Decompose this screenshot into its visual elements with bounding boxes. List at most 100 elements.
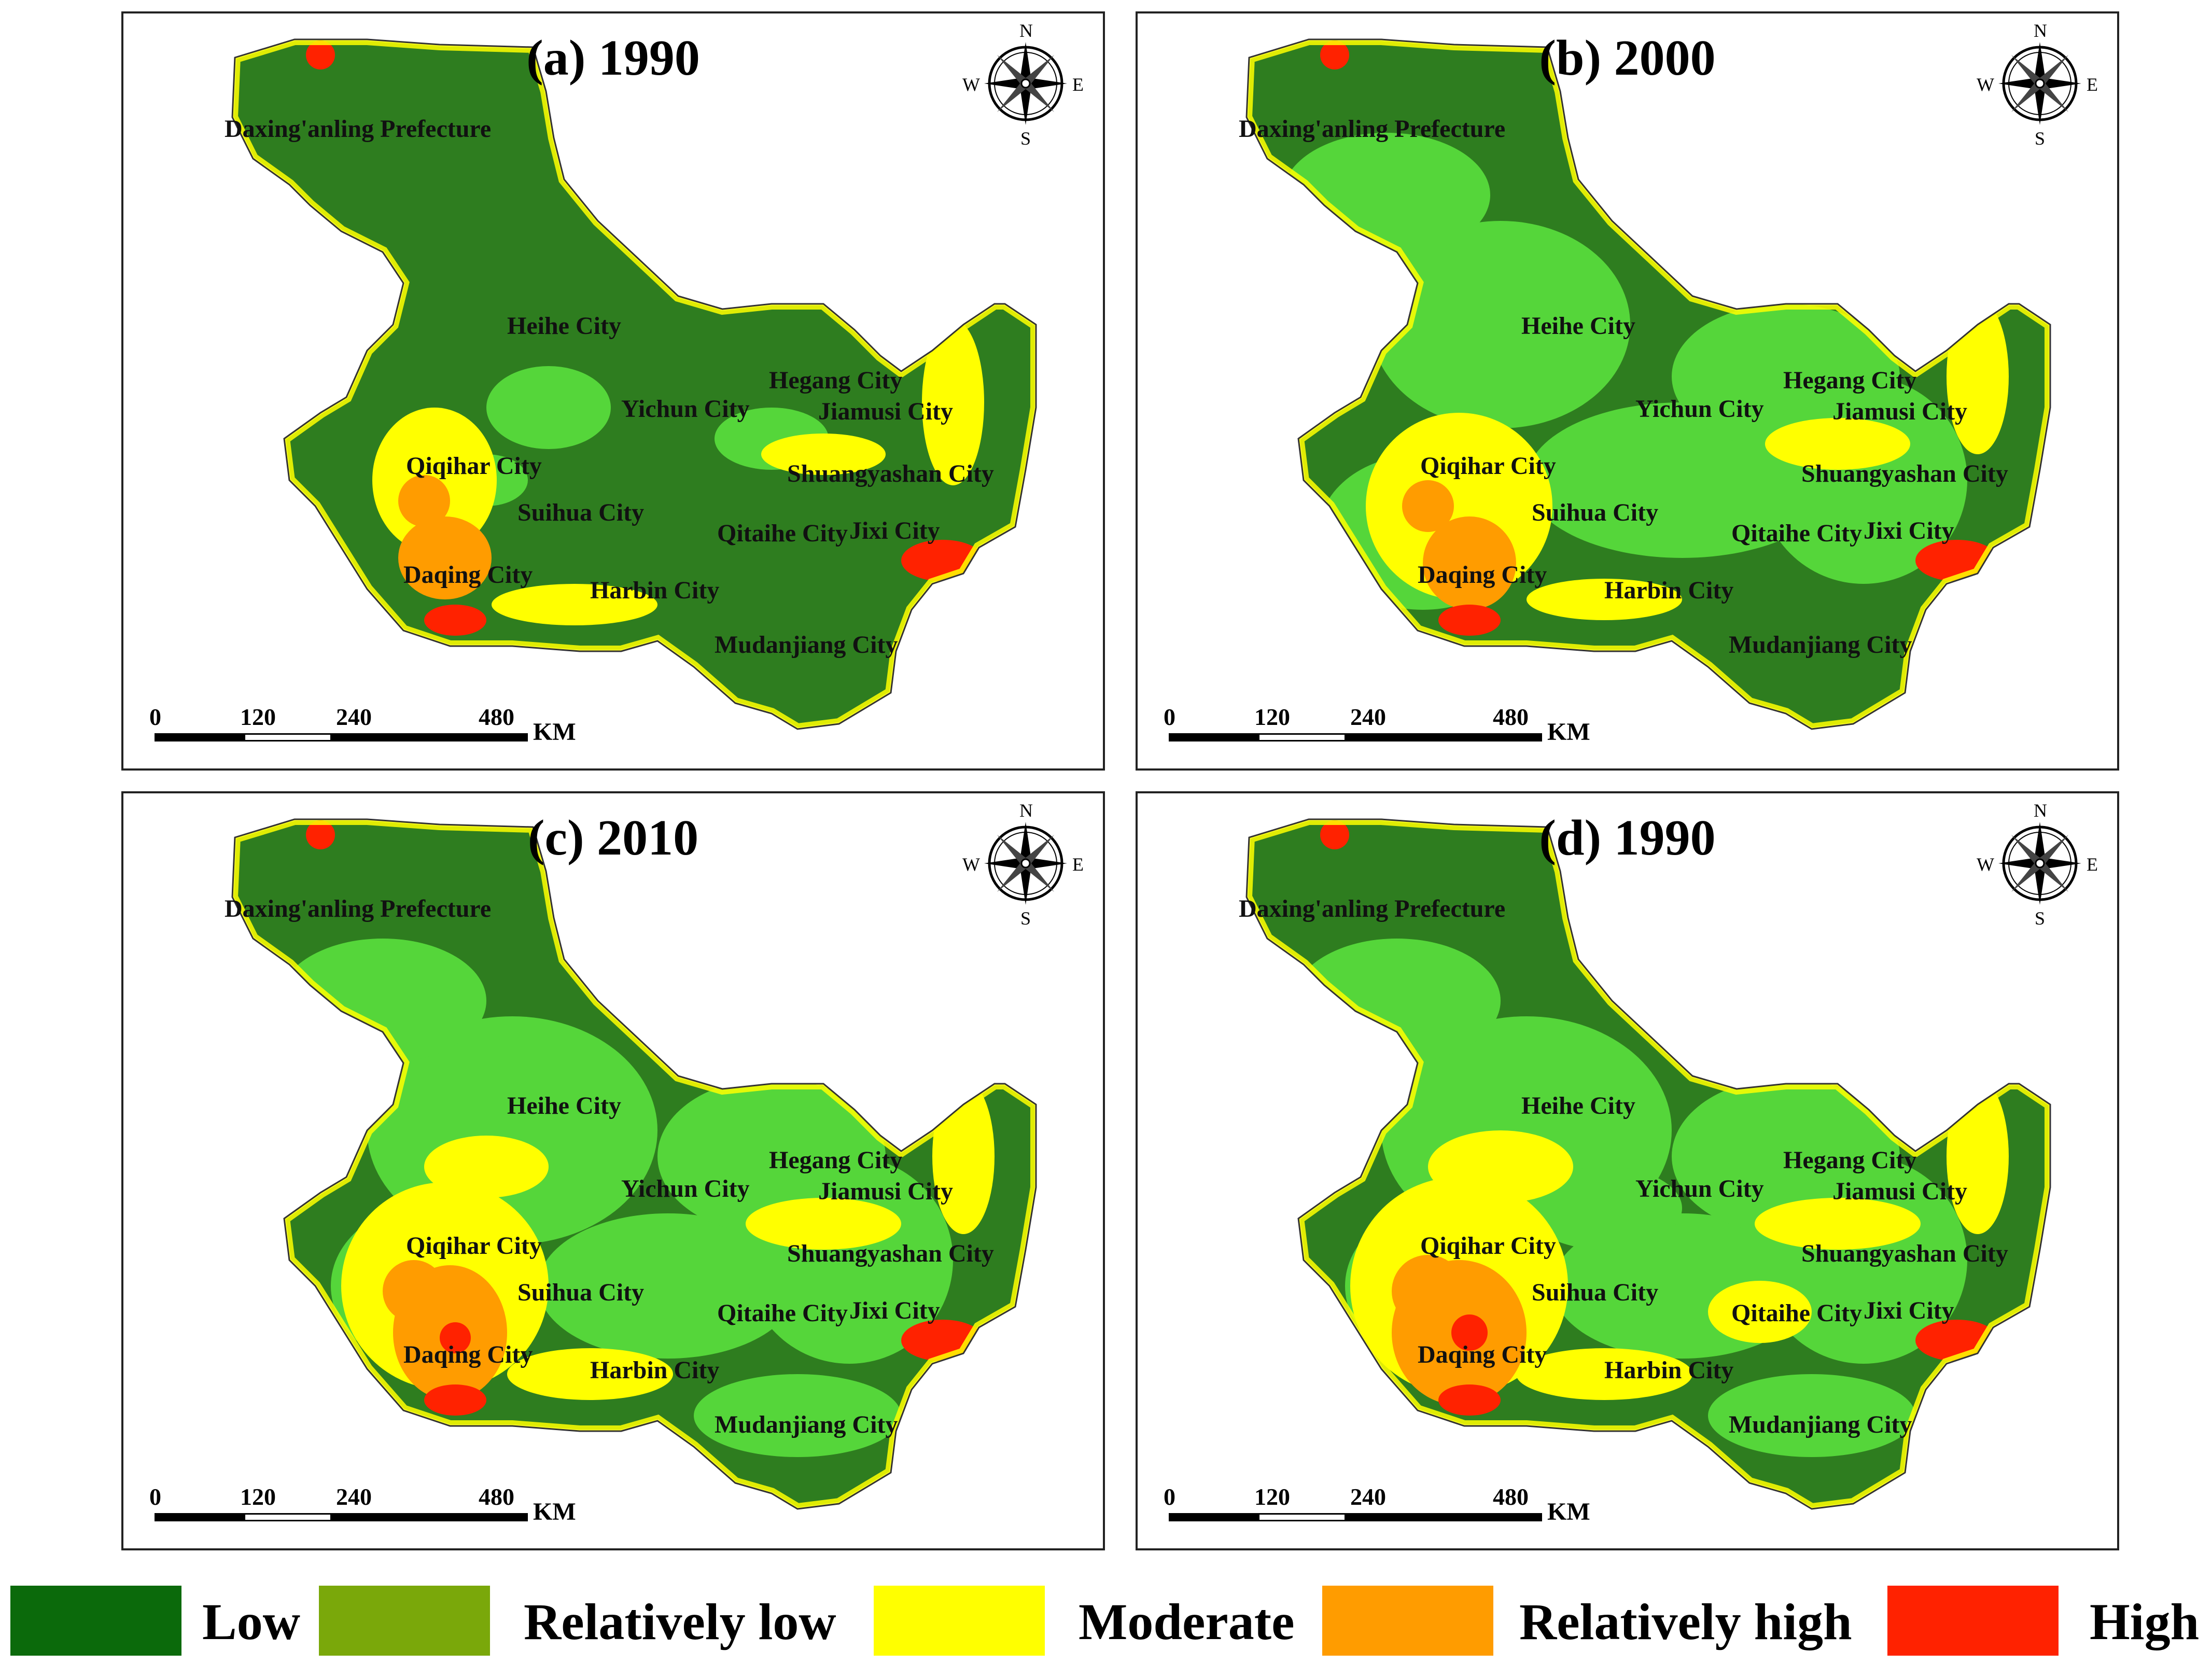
- city-label-qitaihe: Qitaihe City: [1731, 520, 1862, 547]
- city-label-mudanjiang: Mudanjiang City: [715, 1411, 898, 1438]
- city-label-yichun: Yichun City: [621, 1175, 750, 1202]
- zone-yellow-4: [1428, 1130, 1573, 1203]
- scale-segment-1: [1258, 1513, 1346, 1521]
- city-label-hegang: Hegang City: [1783, 367, 1917, 394]
- city-label-qiqihar: Qiqihar City: [406, 452, 542, 480]
- zone-orange-1: [383, 1260, 445, 1322]
- compass-w: W: [962, 854, 980, 875]
- scale-tick-t1: 120: [240, 704, 276, 730]
- panel-title: (c) 2010: [527, 810, 699, 866]
- scale-segment-0: [155, 733, 244, 741]
- compass-rose-icon: N S W E: [962, 20, 1084, 149]
- panel-title: (d) 1990: [1539, 810, 1716, 866]
- scale-segment-0: [1169, 733, 1258, 741]
- zone-red-2: [1438, 1384, 1501, 1416]
- scale-segment-0: [1169, 1513, 1258, 1521]
- compass-n: N: [2034, 800, 2047, 821]
- city-label-daqing: Daqing City: [403, 561, 533, 589]
- city-label-yichun: Yichun City: [1635, 1175, 1764, 1202]
- scale-unit: KM: [1547, 718, 1590, 746]
- zone-orange-0: [1423, 516, 1516, 610]
- zone-yellow-3: [922, 319, 984, 485]
- zone-orange-0: [398, 516, 492, 599]
- city-label-heihe: Heihe City: [1521, 312, 1635, 340]
- zone-yellow-4: [424, 1136, 549, 1198]
- compass-n: N: [1019, 800, 1033, 821]
- city-label-daqing: Daqing City: [403, 1341, 533, 1368]
- city-label-heihe: Heihe City: [507, 312, 621, 340]
- city-label-yichun: Yichun City: [621, 395, 750, 423]
- city-label-qiqihar: Qiqihar City: [1420, 1232, 1556, 1260]
- city-label-mudanjiang: Mudanjiang City: [1729, 1411, 1912, 1438]
- city-label-hegang: Hegang City: [1783, 1146, 1917, 1174]
- city-label-jixi: Jixi City: [849, 1297, 940, 1324]
- zone-red-0: [306, 820, 335, 849]
- scale-bar: 0 120 240 480 KM: [149, 703, 576, 750]
- zone-yellow-3: [932, 1079, 995, 1234]
- map-panel-a: (a) 1990 Daxing'anling Prefecture Heihe Ci…: [121, 11, 1105, 771]
- zone-red-0: [1320, 820, 1349, 849]
- compass-w: W: [1977, 74, 1994, 95]
- city-label-jixi: Jixi City: [1864, 1297, 1954, 1324]
- city-label-harbin: Harbin City: [590, 1356, 720, 1384]
- zone-yellow-1: [1527, 579, 1682, 620]
- city-label-shuangyashan: Shuangyashan City: [1801, 1240, 2008, 1267]
- zone-orange-1: [1392, 1255, 1464, 1327]
- city-label-qitaihe: Qitaihe City: [1731, 1299, 1862, 1327]
- zone-light-5: [1293, 939, 1501, 1063]
- scale-tick-t1: 120: [1254, 704, 1290, 730]
- zone-yellow-2: [746, 1198, 901, 1250]
- zone-light-0: [1371, 221, 1630, 428]
- zone-yellow-2: [1755, 1198, 1921, 1250]
- compass-e: E: [2087, 854, 2098, 875]
- zone-yellow-5: [1708, 1281, 1812, 1343]
- legend-label-high: High: [2090, 1593, 2200, 1650]
- scale-bar: 0 120 240 480 KM: [1164, 1483, 1590, 1530]
- scale-segment-0: [155, 1513, 244, 1521]
- city-label-jiamusi: Jiamusi City: [1832, 398, 1968, 425]
- map-panel-c: (c) 2010 Daxing'anling Prefecture Heihe Ci…: [121, 791, 1105, 1550]
- city-label-daqing: Daqing City: [1418, 561, 1547, 589]
- scale-tick-t3: 480: [1493, 1484, 1529, 1510]
- scale-segment-1: [244, 733, 332, 741]
- zone-light-5: [279, 939, 486, 1063]
- zone-red-2: [424, 1384, 486, 1416]
- city-label-shuangyashan: Shuangyashan City: [1801, 460, 2008, 487]
- scale-tick-t3: 480: [1493, 704, 1529, 730]
- compass-w: W: [962, 74, 980, 95]
- scale-segment-2: [332, 733, 528, 741]
- city-label-shuangyashan: Shuangyashan City: [787, 460, 994, 487]
- zone-yellow-2: [1765, 418, 1910, 470]
- zone-red-2: [424, 605, 486, 636]
- scale-tick-t0: 0: [149, 704, 161, 730]
- scale-tick-t2: 240: [336, 704, 372, 730]
- city-label-daxinganling: Daxing'anling Prefecture: [1239, 115, 1506, 143]
- panel-title: (a) 1990: [526, 30, 700, 86]
- compass-rose-icon: N S W E: [962, 800, 1084, 929]
- map-c: [230, 818, 1038, 1511]
- province-border: [231, 38, 1037, 730]
- city-label-qitaihe: Qitaihe City: [717, 1299, 848, 1327]
- scale-tick-t0: 0: [149, 1484, 161, 1510]
- zone-yellow-3: [1947, 1079, 2009, 1234]
- scale-unit: KM: [1547, 1498, 1590, 1526]
- scale-tick-t0: 0: [1164, 704, 1175, 730]
- scale-segment-2: [1346, 1513, 1542, 1521]
- scale-segment-2: [332, 1513, 528, 1521]
- legend-label-relatively-high: Relatively high: [1519, 1593, 1852, 1650]
- map-d: [1244, 818, 2052, 1511]
- legend-label-moderate: Moderate: [1079, 1593, 1295, 1650]
- map-a: [230, 38, 1038, 731]
- city-label-suihua: Suihua City: [517, 499, 645, 526]
- city-label-daxinganling: Daxing'anling Prefecture: [1239, 895, 1506, 922]
- zone-light-1: [538, 1213, 797, 1359]
- city-label-mudanjiang: Mudanjiang City: [1729, 631, 1912, 659]
- compass-rose-icon: N S W E: [1977, 800, 2098, 929]
- zone-red-0: [1320, 40, 1349, 69]
- legend-swatch-low: [10, 1586, 181, 1656]
- scale-tick-t3: 480: [479, 1484, 514, 1510]
- city-label-jixi: Jixi City: [849, 517, 940, 544]
- compass-e: E: [1072, 74, 1084, 95]
- city-label-suihua: Suihua City: [1532, 1279, 1659, 1306]
- legend-swatch-relatively-high: [1322, 1586, 1493, 1656]
